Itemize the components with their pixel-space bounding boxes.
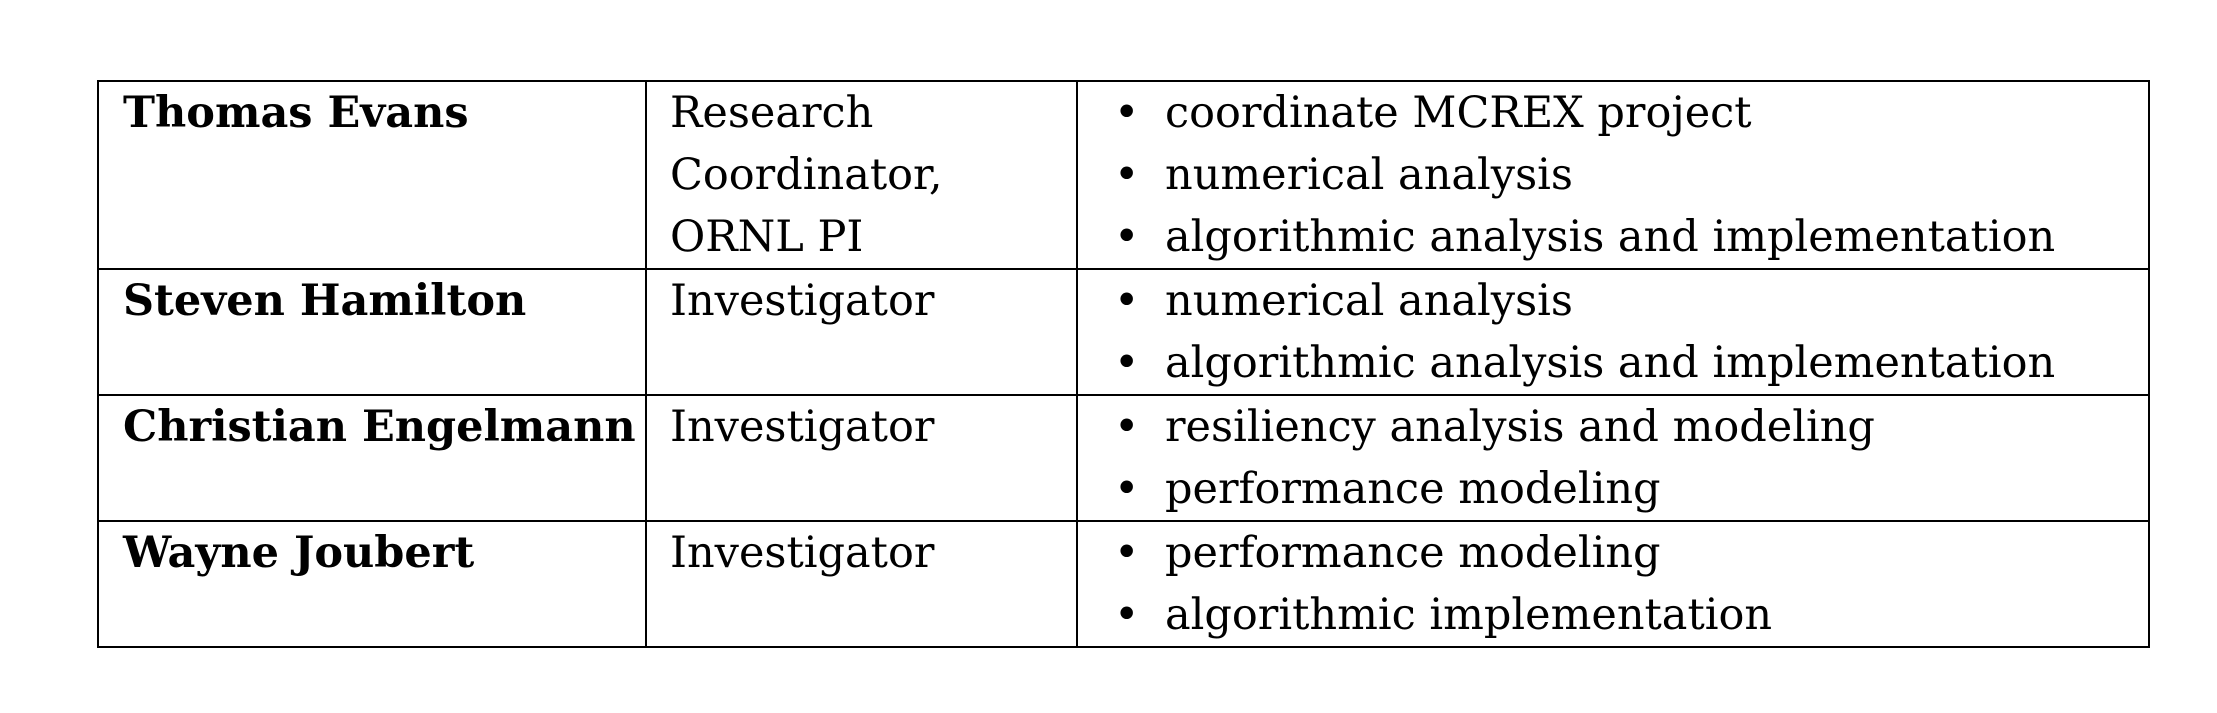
- role-line: Investigator: [670, 276, 935, 326]
- person-responsibilities: • numerical analysis • algorithmic analy…: [1076, 268, 2150, 396]
- bullet-icon: •: [1114, 528, 1140, 578]
- team-roster-body: Thomas Evans Research Coordinator, ORNL …: [97, 80, 2150, 648]
- list-item: • performance modeling: [1078, 458, 2148, 520]
- bullet-icon: •: [1114, 88, 1140, 138]
- table-row: Wayne Joubert Investigator • performance…: [97, 520, 2150, 648]
- person-name: Christian Engelmann: [97, 394, 647, 522]
- role-line: ORNL PI: [670, 212, 864, 262]
- list-item: • numerical analysis: [1078, 144, 2148, 206]
- list-item: • performance modeling: [1078, 522, 2148, 584]
- list-item: • algorithmic analysis and implementatio…: [1078, 206, 2148, 268]
- bullet-icon: •: [1114, 402, 1140, 452]
- bullet-icon: •: [1114, 338, 1140, 388]
- person-role: Research Coordinator, ORNL PI: [645, 80, 1078, 270]
- person-name: Wayne Joubert: [97, 520, 647, 648]
- list-item: • resiliency analysis and modeling: [1078, 396, 2148, 458]
- team-roster-table: Thomas Evans Research Coordinator, ORNL …: [97, 80, 2150, 648]
- responsibility-list: • resiliency analysis and modeling • per…: [1078, 396, 2148, 520]
- responsibility-text: algorithmic analysis and implementation: [1165, 338, 2056, 388]
- responsibility-text: numerical analysis: [1165, 150, 1573, 200]
- table-row: Christian Engelmann Investigator • resil…: [97, 394, 2150, 522]
- role-line: Research: [670, 88, 874, 138]
- responsibility-text: performance modeling: [1165, 528, 1661, 578]
- responsibility-list: • numerical analysis • algorithmic analy…: [1078, 270, 2148, 394]
- person-role: Investigator: [645, 394, 1078, 522]
- person-responsibilities: • coordinate MCREX project • numerical a…: [1076, 80, 2150, 270]
- role-line: Investigator: [670, 402, 935, 452]
- list-item: • coordinate MCREX project: [1078, 82, 2148, 144]
- person-role: Investigator: [645, 268, 1078, 396]
- person-responsibilities: • performance modeling • algorithmic imp…: [1076, 520, 2150, 648]
- list-item: • algorithmic analysis and implementatio…: [1078, 332, 2148, 394]
- list-item: • numerical analysis: [1078, 270, 2148, 332]
- responsibility-list: • performance modeling • algorithmic imp…: [1078, 522, 2148, 646]
- person-role: Investigator: [645, 520, 1078, 648]
- responsibility-text: resiliency analysis and modeling: [1165, 402, 1875, 452]
- table-row: Steven Hamilton Investigator • numerical…: [97, 268, 2150, 396]
- bullet-icon: •: [1114, 276, 1140, 326]
- responsibility-text: coordinate MCREX project: [1165, 88, 1752, 138]
- responsibility-text: algorithmic implementation: [1165, 590, 1773, 640]
- list-item: • algorithmic implementation: [1078, 584, 2148, 646]
- bullet-icon: •: [1114, 590, 1140, 640]
- responsibility-text: numerical analysis: [1165, 276, 1573, 326]
- person-name: Steven Hamilton: [97, 268, 647, 396]
- role-line: Coordinator,: [670, 150, 943, 200]
- bullet-icon: •: [1114, 150, 1140, 200]
- role-line: Investigator: [670, 528, 935, 578]
- responsibility-text: performance modeling: [1165, 464, 1661, 514]
- bullet-icon: •: [1114, 212, 1140, 262]
- person-responsibilities: • resiliency analysis and modeling • per…: [1076, 394, 2150, 522]
- responsibility-text: algorithmic analysis and implementation: [1165, 212, 2056, 262]
- table-row: Thomas Evans Research Coordinator, ORNL …: [97, 80, 2150, 270]
- person-name: Thomas Evans: [97, 80, 647, 270]
- responsibility-list: • coordinate MCREX project • numerical a…: [1078, 82, 2148, 268]
- bullet-icon: •: [1114, 464, 1140, 514]
